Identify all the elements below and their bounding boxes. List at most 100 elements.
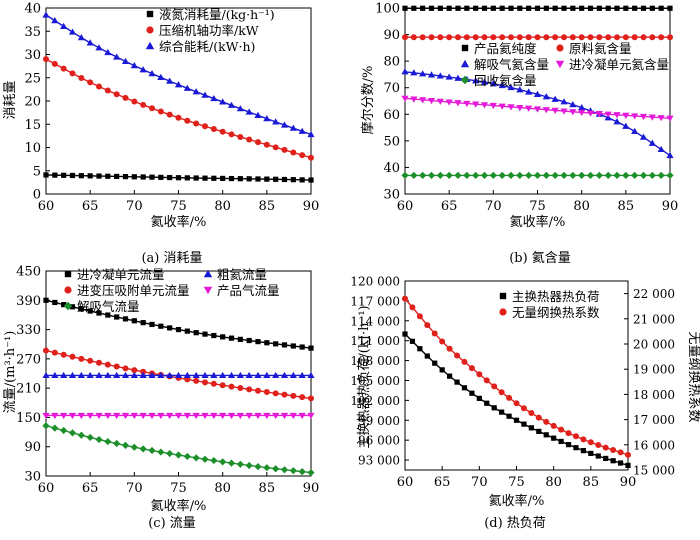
- data-point: [569, 101, 577, 108]
- data-point: [573, 445, 579, 451]
- data-point: [308, 177, 314, 183]
- y-tick-label: 210: [16, 382, 41, 397]
- data-point: [483, 377, 490, 384]
- data-point: [237, 133, 244, 140]
- x-tick-label: 90: [303, 481, 320, 496]
- data-point: [454, 74, 462, 81]
- data-point: [121, 57, 130, 65]
- data-point: [211, 332, 217, 339]
- y-tick-label: 80: [383, 55, 400, 70]
- data-point: [298, 468, 306, 476]
- data-point: [210, 380, 217, 387]
- legend-item: 解吸气氦含量: [460, 57, 549, 72]
- data-point: [437, 34, 444, 41]
- data-point: [499, 34, 506, 41]
- data-point: [174, 451, 183, 459]
- data-point: [658, 5, 664, 11]
- data-point: [498, 389, 505, 396]
- data-point: [578, 104, 586, 111]
- y-tick-label: 111 000: [350, 334, 400, 348]
- data-point: [409, 338, 416, 344]
- data-point: [272, 412, 280, 420]
- data-point: [639, 171, 648, 179]
- data-point: [245, 461, 253, 470]
- y-right-tick-label: 19 000: [633, 363, 675, 377]
- data-point: [603, 455, 609, 462]
- data-point: [78, 355, 85, 362]
- data-point: [272, 371, 280, 379]
- data-point: [219, 128, 226, 135]
- data-point: [228, 335, 235, 341]
- data-point: [51, 371, 59, 379]
- data-point: [60, 65, 67, 72]
- data-point: [506, 394, 513, 401]
- data-point: [622, 171, 630, 179]
- data-point: [491, 383, 498, 390]
- data-point: [202, 123, 208, 130]
- data-point: [255, 139, 261, 146]
- legend-marker: [556, 44, 564, 52]
- data-point: [520, 405, 527, 412]
- series-1: [402, 295, 631, 458]
- data-point: [622, 122, 630, 129]
- data-point: [596, 5, 602, 11]
- data-point: [534, 5, 541, 11]
- data-point: [210, 456, 218, 465]
- data-point: [254, 111, 262, 118]
- data-point: [513, 417, 520, 423]
- data-point: [121, 371, 130, 379]
- data-point: [428, 34, 435, 41]
- data-point: [472, 101, 480, 108]
- data-point: [96, 83, 102, 90]
- y-right-tick-label: 17 000: [633, 413, 675, 427]
- data-point: [104, 412, 112, 420]
- data-point: [51, 412, 59, 420]
- data-point: [419, 171, 427, 179]
- legend-marker: [203, 286, 213, 295]
- data-point: [468, 365, 475, 372]
- data-point: [631, 171, 639, 179]
- data-point: [158, 174, 164, 180]
- data-point: [569, 109, 577, 116]
- x-tick-label: 70: [126, 481, 143, 496]
- y-tick-label: 30: [24, 48, 41, 63]
- data-point: [130, 371, 138, 379]
- legend-label: 液氮消耗量/(kg·h⁻¹): [159, 7, 275, 22]
- data-point: [666, 151, 674, 159]
- legend-item: 进冷凝单元氦含量: [555, 57, 669, 72]
- data-point: [60, 22, 68, 29]
- data-point: [130, 412, 138, 420]
- data-point: [166, 449, 174, 458]
- data-point: [263, 115, 271, 122]
- data-point: [298, 371, 306, 379]
- data-point: [640, 5, 647, 11]
- data-point: [219, 382, 226, 389]
- data-point: [245, 371, 253, 379]
- data-point: [410, 96, 418, 103]
- data-point: [535, 414, 542, 421]
- data-point: [201, 412, 209, 420]
- data-point: [281, 176, 288, 183]
- data-point: [307, 468, 315, 477]
- data-point: [95, 44, 103, 51]
- data-point: [228, 175, 235, 182]
- data-point: [490, 5, 496, 11]
- data-point: [569, 171, 577, 179]
- data-point: [424, 353, 430, 359]
- data-point: [220, 175, 226, 182]
- data-point: [211, 175, 217, 181]
- data-point: [263, 141, 270, 148]
- data-point: [569, 34, 576, 41]
- y-tick-label: 102 000: [350, 394, 400, 408]
- data-point: [543, 432, 549, 438]
- y-right-tick-label: 16 000: [633, 438, 675, 452]
- y-tick-label: 40: [383, 161, 400, 176]
- series-0: [43, 297, 314, 351]
- data-point: [513, 400, 520, 407]
- data-point: [525, 88, 533, 95]
- data-point: [263, 389, 270, 396]
- data-point: [550, 422, 557, 429]
- data-point: [245, 108, 253, 115]
- data-point: [219, 412, 227, 420]
